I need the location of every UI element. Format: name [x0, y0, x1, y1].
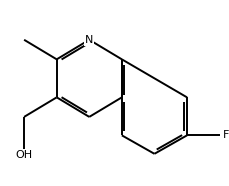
Text: OH: OH	[16, 150, 33, 160]
Text: N: N	[85, 35, 93, 45]
Text: F: F	[222, 130, 228, 140]
